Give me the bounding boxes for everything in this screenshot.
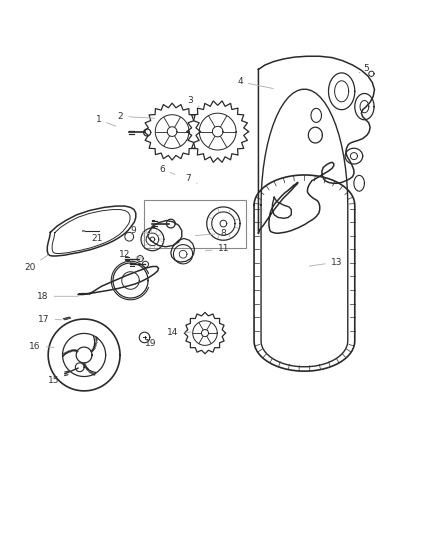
- Text: 11: 11: [205, 245, 229, 254]
- Polygon shape: [63, 317, 71, 320]
- Text: 19: 19: [145, 338, 156, 348]
- Text: 17: 17: [38, 314, 62, 324]
- Text: 21: 21: [92, 233, 103, 246]
- Text: 1: 1: [95, 115, 116, 126]
- Text: 9: 9: [131, 225, 151, 235]
- Text: 2: 2: [118, 112, 155, 121]
- Text: 20: 20: [24, 255, 48, 272]
- Text: 15: 15: [48, 373, 65, 385]
- Text: 13: 13: [309, 257, 342, 266]
- Text: 12: 12: [119, 250, 142, 259]
- Text: 16: 16: [29, 342, 54, 351]
- Text: 14: 14: [167, 328, 191, 337]
- Text: 6: 6: [159, 165, 175, 174]
- Text: 8: 8: [195, 229, 226, 238]
- Text: 3: 3: [187, 95, 199, 106]
- Text: 7: 7: [185, 174, 197, 183]
- Text: 18: 18: [37, 292, 78, 301]
- Text: 4: 4: [237, 77, 273, 88]
- Text: 5: 5: [359, 64, 369, 73]
